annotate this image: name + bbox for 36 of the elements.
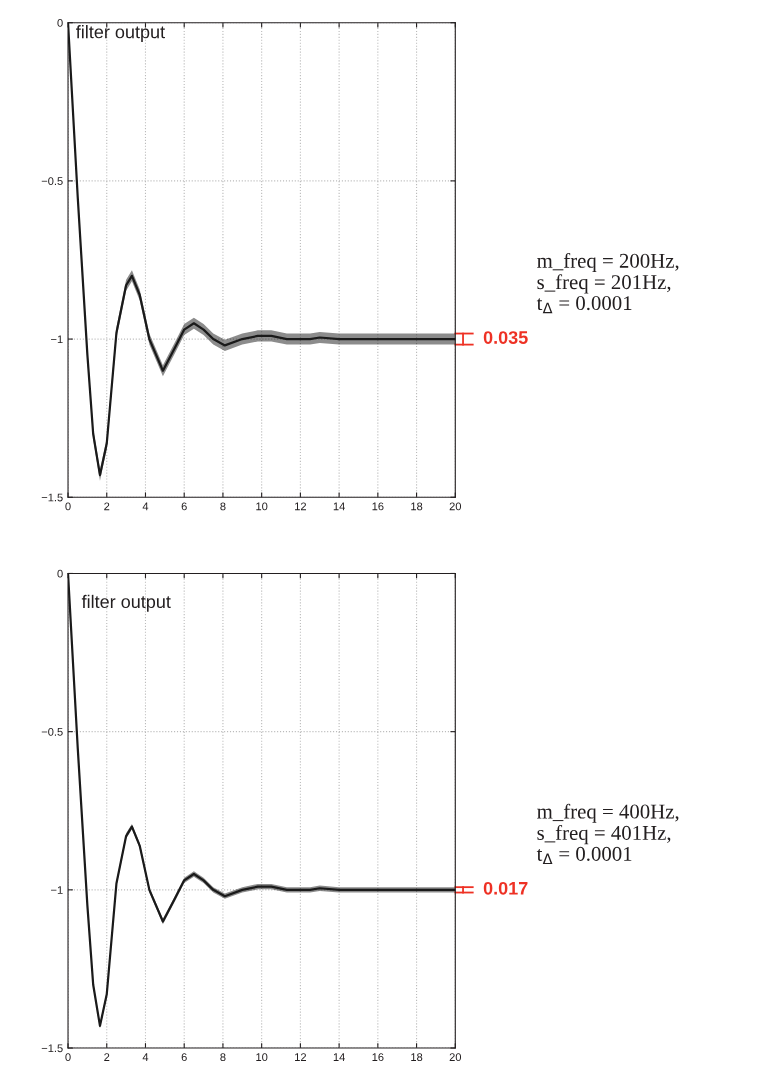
x-tick-label: 6 [181,1053,187,1062]
x-tick-label: 12 [295,502,307,511]
x-tick-label: 8 [220,1053,226,1062]
text: m_freq = 400Hz, s_freq = 401Hz, t$_{Δ}$ = 0.0001 [536,803,679,865]
x-tick-label: 10 [256,1053,268,1062]
y-tick-label: −1 [51,886,63,894]
x-tick-label: 18 [411,1053,423,1062]
x-tick-label: 4 [142,502,149,511]
x-tick-label: 6 [181,502,187,511]
y-tick-label: −1 [51,335,63,344]
y-tick-label: −0.5 [41,177,63,186]
x-tick-label: 12 [295,1053,307,1061]
y-tick-label: −1.5 [41,493,63,502]
x-tick-label: 10 [256,502,268,511]
x-tick-label: 18 [411,502,423,511]
y-tick-label: 0 [57,18,63,27]
y-tick-label: −1.5 [41,1044,63,1053]
x-tick-label: 20 [449,1053,462,1062]
y-tick-label: 0 [57,569,63,578]
annotation: filter output [76,25,165,42]
x-tick-label: 0 [65,502,71,511]
x-tick-label: 0 [65,1053,71,1062]
x-tick-label: 14 [333,1053,345,1061]
x-tick-label: 20 [449,502,462,511]
x-tick-label: 2 [104,502,110,511]
x-tick-label: 8 [220,502,226,511]
text: m_freq = 200Hz, s_freq = 201Hz, t$_{Δ}$ = 0.0001 [536,252,679,314]
annotation: filter output [81,594,171,612]
x-tick-label: 14 [333,502,345,511]
annotation: 0.017 [483,881,528,895]
y-tick-label: −0.5 [41,727,63,736]
x-tick-label: 16 [372,1053,384,1062]
x-tick-label: 16 [372,502,384,511]
x-tick-label: 2 [104,1053,110,1061]
annotation: 0.035 [483,331,528,344]
x-tick-label: 4 [142,1053,149,1061]
